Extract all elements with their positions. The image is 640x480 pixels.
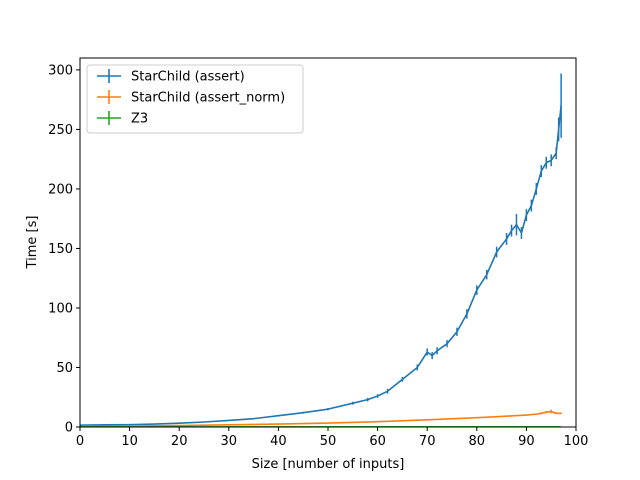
- y-tick-label: 300: [48, 63, 73, 78]
- x-tick-label: 30: [221, 434, 238, 449]
- x-tick-label: 90: [518, 434, 535, 449]
- x-tick-label: 10: [121, 434, 138, 449]
- x-tick-label: 60: [369, 434, 386, 449]
- x-tick-label: 80: [469, 434, 486, 449]
- legend: StarChild (assert) StarChild (assert_norm…: [86, 64, 304, 134]
- y-tick-label: 100: [48, 301, 73, 316]
- y-tick-label: 200: [48, 182, 73, 197]
- x-tick-label: 100: [564, 434, 589, 449]
- axes-frame: [79, 57, 577, 428]
- series-line-starchild-assert-norm: [80, 410, 562, 427]
- y-tick-label: 50: [56, 361, 73, 376]
- y-axis: 0 50 100 150 200 250 300: [48, 63, 80, 436]
- x-tick-label: 40: [270, 434, 287, 449]
- legend-box: [86, 64, 304, 134]
- series-line-starchild-assert: [80, 105, 562, 427]
- x-tick-label: 0: [76, 434, 84, 449]
- x-tick-label: 50: [320, 434, 337, 449]
- legend-label: StarChild (assert): [131, 70, 245, 85]
- y-tick-label: 0: [65, 421, 73, 436]
- x-axis: 0 10 20 30 40 50 60 70 80 90 100: [76, 427, 589, 449]
- legend-label: StarChild (assert_norm): [131, 91, 285, 106]
- legend-label: Z3: [131, 112, 148, 127]
- x-axis-label: Size [number of inputs]: [252, 457, 405, 472]
- y-tick-label: 250: [48, 123, 73, 138]
- y-axis-label: Time [s]: [25, 216, 40, 270]
- x-tick-label: 20: [171, 434, 188, 449]
- x-tick-label: 70: [419, 434, 436, 449]
- y-tick-label: 150: [48, 242, 73, 257]
